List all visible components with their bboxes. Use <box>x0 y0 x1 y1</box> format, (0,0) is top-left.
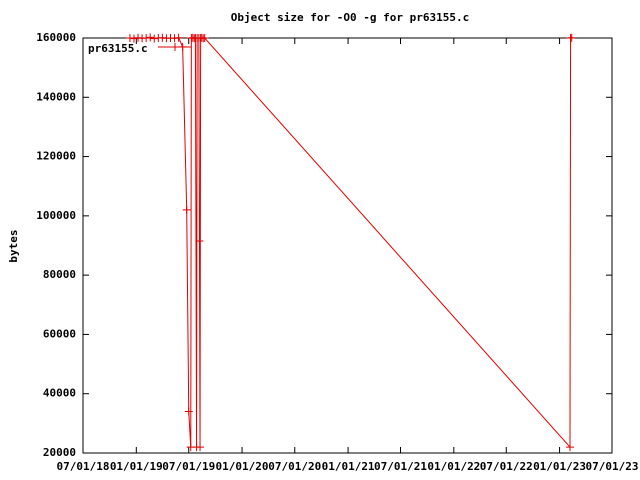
x-tick-label: 07/01/23 <box>586 460 639 473</box>
x-tick-label: 01/01/21 <box>322 460 375 473</box>
data-point <box>184 407 193 416</box>
data-point <box>200 34 209 42</box>
x-tick-label: 01/01/19 <box>110 460 163 473</box>
data-point <box>142 34 151 42</box>
chart-title: Object size for -O0 -g for pr63155.c <box>231 11 469 24</box>
series-line <box>129 36 572 449</box>
data-point <box>174 33 183 42</box>
y-tick-label: 40000 <box>43 387 76 400</box>
data-point <box>129 34 138 43</box>
y-axis-label: bytes <box>7 229 20 262</box>
x-tick-label: 07/01/20 <box>268 460 321 473</box>
data-point <box>150 34 159 43</box>
data-point <box>195 237 204 246</box>
legend-label: pr63155.c <box>88 42 148 55</box>
y-tick-label: 60000 <box>43 327 76 340</box>
data-point <box>182 205 191 214</box>
plot-border <box>82 37 613 454</box>
y-tick-label: 20000 <box>43 446 76 459</box>
y-tick-label: 80000 <box>43 268 76 281</box>
x-tick-label: 07/01/19 <box>162 460 215 473</box>
x-tick-label: 01/01/20 <box>216 460 269 473</box>
y-tick-label: 120000 <box>36 150 76 163</box>
x-tick-label: 07/01/21 <box>374 460 427 473</box>
x-tick-label: 07/01/22 <box>480 460 533 473</box>
data-point <box>567 33 576 42</box>
data-point <box>158 33 167 42</box>
x-tick-label: 01/01/23 <box>533 460 586 473</box>
data-point <box>565 443 574 452</box>
x-tick-label: 07/01/18 <box>57 460 110 473</box>
legend-marker <box>171 43 179 51</box>
data-point <box>170 34 179 43</box>
y-tick-label: 140000 <box>36 90 76 103</box>
data-point <box>125 34 134 42</box>
data-point <box>146 33 155 42</box>
data-point <box>196 443 205 452</box>
y-tick-label: 160000 <box>36 31 76 44</box>
data-point <box>134 33 143 42</box>
x-tick-label: 01/01/22 <box>427 460 480 473</box>
y-tick-label: 100000 <box>36 209 76 222</box>
